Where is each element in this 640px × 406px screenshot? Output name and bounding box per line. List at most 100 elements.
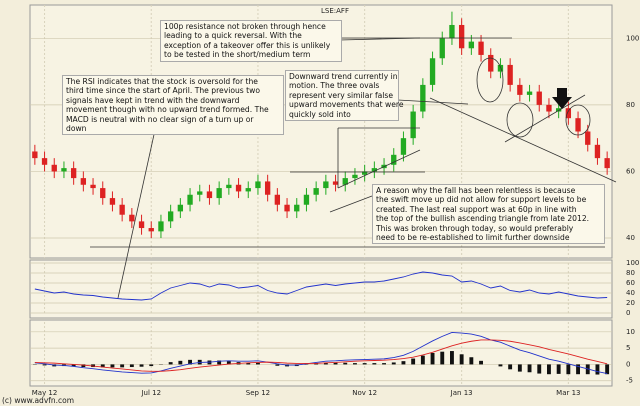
histogram-bar xyxy=(391,362,396,365)
candle-body xyxy=(187,194,193,205)
histogram-bar xyxy=(226,361,231,365)
macd-panel xyxy=(29,319,613,387)
histogram-bar xyxy=(246,362,251,365)
histogram-bar xyxy=(420,355,425,365)
histogram-bar xyxy=(343,362,348,365)
x-tick-label: Mar 13 xyxy=(556,389,580,397)
histogram-bar xyxy=(566,364,571,375)
annotation-line: exception of a takeover offer this is un… xyxy=(164,40,331,50)
candle-body xyxy=(323,181,329,189)
annotation-line: represent very similar false xyxy=(289,90,394,100)
histogram-bar xyxy=(556,364,561,374)
pointer xyxy=(117,129,156,299)
candle-body xyxy=(284,204,290,212)
x-tick-label: Jul 12 xyxy=(140,389,161,397)
candle-body xyxy=(332,181,339,185)
candle-body xyxy=(546,104,552,112)
candle-body xyxy=(303,194,310,205)
arrow xyxy=(552,88,572,109)
rsi-panel xyxy=(29,259,613,319)
candle-body xyxy=(129,214,135,222)
candle-body xyxy=(458,24,465,49)
annotation-line: to be tested in the short/medium term xyxy=(164,50,311,60)
pointer xyxy=(339,37,421,41)
annotation: Downward trend currently in motion. The t… xyxy=(285,70,404,121)
candle-body xyxy=(468,41,475,49)
candle-body xyxy=(604,158,610,169)
candle-body xyxy=(575,118,581,132)
y-tick-label: 20 xyxy=(626,299,635,307)
series-line xyxy=(34,339,608,372)
candle-body xyxy=(449,24,455,39)
histogram-bar xyxy=(178,360,183,365)
histogram-bar xyxy=(595,364,600,375)
histogram-bar xyxy=(537,364,542,374)
histogram-bar xyxy=(42,364,47,366)
candle-body xyxy=(400,138,407,155)
candle-body xyxy=(517,84,523,95)
drawings xyxy=(90,37,617,299)
candle-body xyxy=(177,204,184,212)
candle-body xyxy=(167,211,174,222)
y-tick-label: -5 xyxy=(626,377,633,385)
x-tick-label: Jan 13 xyxy=(450,389,473,397)
oval xyxy=(476,57,504,103)
histogram-bar xyxy=(479,360,483,365)
candle-body xyxy=(585,131,591,145)
series-line xyxy=(34,271,608,301)
annotation-line: need to be re-established to limit furth… xyxy=(376,232,570,242)
annotation-line: upward movements that were xyxy=(289,100,404,110)
annotation-line: The RSI indicates that the stock is over… xyxy=(66,77,258,86)
annotation-line: created. The last real support was at 60… xyxy=(376,204,577,214)
annotation-line: quickly sold into xyxy=(289,109,351,119)
candle-body xyxy=(420,84,426,112)
candle-body xyxy=(294,204,300,212)
candle-body xyxy=(507,64,513,85)
downtrend-line xyxy=(429,97,617,183)
candle-body xyxy=(313,188,319,195)
chart-title: LSE:AFF xyxy=(321,7,349,15)
candle-body xyxy=(32,151,38,159)
y-tick-label: 40 xyxy=(626,234,635,242)
histogram-bar xyxy=(382,363,386,365)
candle-body xyxy=(555,108,562,112)
y-tick-label: 100 xyxy=(626,259,639,267)
candle-body xyxy=(497,64,504,72)
candle-body xyxy=(352,174,358,179)
histogram-bar xyxy=(527,364,532,373)
histogram-bar xyxy=(323,362,328,365)
y-tick-label: 10 xyxy=(626,328,635,336)
y-tick-label: 80 xyxy=(626,101,635,109)
y-tick-label: 0 xyxy=(626,309,630,317)
candle-body xyxy=(565,108,572,119)
annotation: The RSI indicates that the stock is over… xyxy=(62,75,284,136)
x-tick-label: Sep 12 xyxy=(246,389,270,397)
histogram-bar xyxy=(120,364,125,368)
annotation: 100p resistance not broken through hence… xyxy=(160,20,342,62)
annotation-line: This was broken through today, so would … xyxy=(376,223,574,233)
annotation-line: the swift move up did not allow for supp… xyxy=(376,195,587,205)
candle-body xyxy=(264,181,271,195)
histogram-bar xyxy=(275,364,280,366)
histogram-bar xyxy=(139,364,144,367)
candle-body xyxy=(526,91,533,95)
histogram-bar xyxy=(81,364,86,368)
pointer xyxy=(329,195,373,213)
x-tick-label: May 12 xyxy=(32,389,58,397)
annotation-line: down xyxy=(66,123,87,133)
histogram-bar xyxy=(168,362,173,365)
candle-body xyxy=(138,221,145,229)
candle-body xyxy=(70,168,77,179)
candle-body xyxy=(148,228,154,232)
pointer xyxy=(397,99,469,105)
candle-body xyxy=(197,191,203,195)
candle-body xyxy=(216,188,222,199)
histogram-bar xyxy=(333,362,338,365)
annotation-line: 100p resistance not broken through hence xyxy=(164,22,326,31)
histogram-bar xyxy=(547,364,551,375)
histogram-bar xyxy=(314,363,319,365)
annotation-line: Downward trend currently in xyxy=(289,72,398,81)
annotation-line: the top of the bullish ascending triangl… xyxy=(376,214,590,224)
histogram-bar xyxy=(372,363,377,365)
